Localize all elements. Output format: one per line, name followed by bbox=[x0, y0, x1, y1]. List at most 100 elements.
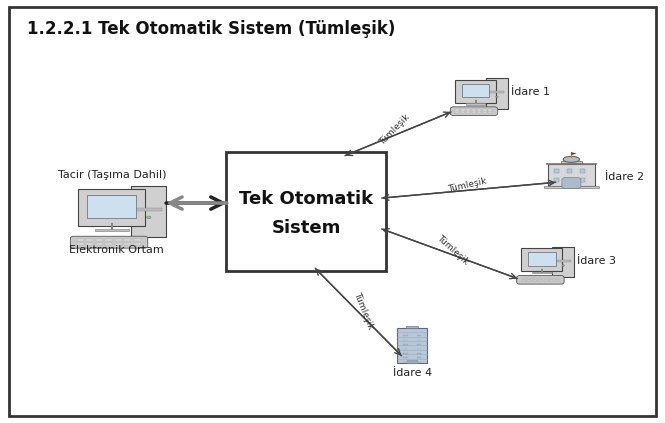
FancyBboxPatch shape bbox=[124, 242, 132, 245]
FancyBboxPatch shape bbox=[544, 280, 548, 281]
FancyBboxPatch shape bbox=[567, 179, 572, 182]
FancyBboxPatch shape bbox=[406, 326, 418, 328]
FancyBboxPatch shape bbox=[131, 186, 166, 237]
FancyBboxPatch shape bbox=[466, 111, 470, 113]
FancyBboxPatch shape bbox=[521, 280, 526, 281]
FancyBboxPatch shape bbox=[538, 280, 542, 281]
FancyBboxPatch shape bbox=[226, 152, 386, 271]
FancyBboxPatch shape bbox=[96, 242, 102, 245]
FancyBboxPatch shape bbox=[548, 164, 595, 186]
FancyBboxPatch shape bbox=[86, 242, 93, 245]
FancyBboxPatch shape bbox=[554, 179, 559, 182]
Circle shape bbox=[495, 96, 498, 98]
FancyBboxPatch shape bbox=[483, 110, 487, 111]
FancyBboxPatch shape bbox=[477, 110, 481, 111]
FancyBboxPatch shape bbox=[466, 110, 470, 111]
Text: Tümleşik: Tümleşik bbox=[352, 290, 374, 330]
FancyBboxPatch shape bbox=[538, 278, 542, 279]
FancyBboxPatch shape bbox=[404, 344, 408, 345]
Text: İdare 4: İdare 4 bbox=[392, 368, 432, 378]
Text: 1.2.2.1 Tek Otomatik Sistem (Tümleşik): 1.2.2.1 Tek Otomatik Sistem (Tümleşik) bbox=[27, 19, 396, 38]
FancyBboxPatch shape bbox=[527, 280, 531, 281]
FancyBboxPatch shape bbox=[581, 169, 585, 173]
FancyBboxPatch shape bbox=[567, 169, 572, 173]
FancyBboxPatch shape bbox=[549, 278, 553, 279]
FancyBboxPatch shape bbox=[533, 278, 537, 279]
FancyBboxPatch shape bbox=[404, 357, 408, 358]
Text: İdare 1: İdare 1 bbox=[511, 87, 550, 97]
FancyBboxPatch shape bbox=[532, 272, 552, 273]
FancyBboxPatch shape bbox=[471, 111, 476, 113]
FancyBboxPatch shape bbox=[553, 247, 574, 277]
FancyBboxPatch shape bbox=[554, 169, 559, 173]
FancyBboxPatch shape bbox=[407, 360, 418, 363]
FancyBboxPatch shape bbox=[562, 178, 581, 188]
FancyBboxPatch shape bbox=[521, 248, 563, 271]
FancyBboxPatch shape bbox=[455, 80, 496, 103]
FancyBboxPatch shape bbox=[76, 242, 84, 245]
FancyBboxPatch shape bbox=[416, 344, 421, 345]
FancyBboxPatch shape bbox=[456, 111, 460, 113]
FancyBboxPatch shape bbox=[78, 189, 146, 226]
FancyBboxPatch shape bbox=[105, 239, 112, 242]
FancyBboxPatch shape bbox=[544, 186, 598, 188]
FancyBboxPatch shape bbox=[521, 278, 526, 279]
Circle shape bbox=[562, 265, 565, 266]
FancyBboxPatch shape bbox=[528, 252, 556, 266]
FancyBboxPatch shape bbox=[461, 110, 465, 111]
FancyBboxPatch shape bbox=[404, 340, 408, 341]
FancyBboxPatch shape bbox=[404, 353, 408, 354]
FancyBboxPatch shape bbox=[124, 239, 132, 242]
FancyBboxPatch shape bbox=[134, 239, 141, 242]
FancyBboxPatch shape bbox=[404, 335, 408, 336]
FancyBboxPatch shape bbox=[416, 362, 421, 363]
FancyBboxPatch shape bbox=[555, 280, 559, 281]
FancyBboxPatch shape bbox=[9, 7, 656, 416]
FancyBboxPatch shape bbox=[96, 239, 102, 242]
FancyBboxPatch shape bbox=[456, 110, 460, 111]
FancyBboxPatch shape bbox=[517, 275, 564, 284]
FancyBboxPatch shape bbox=[105, 242, 112, 245]
FancyBboxPatch shape bbox=[86, 239, 93, 242]
FancyBboxPatch shape bbox=[416, 335, 421, 336]
Polygon shape bbox=[571, 152, 577, 155]
FancyBboxPatch shape bbox=[70, 236, 148, 248]
FancyBboxPatch shape bbox=[404, 362, 408, 363]
FancyBboxPatch shape bbox=[581, 179, 585, 182]
Text: Sistem: Sistem bbox=[271, 220, 340, 237]
FancyBboxPatch shape bbox=[486, 78, 507, 109]
FancyBboxPatch shape bbox=[556, 260, 571, 262]
Text: İdare 2: İdare 2 bbox=[605, 172, 644, 181]
FancyBboxPatch shape bbox=[465, 104, 485, 105]
FancyBboxPatch shape bbox=[134, 242, 141, 245]
FancyBboxPatch shape bbox=[488, 110, 492, 111]
FancyBboxPatch shape bbox=[527, 278, 531, 279]
FancyBboxPatch shape bbox=[489, 91, 505, 93]
Text: Tümleşik: Tümleşik bbox=[448, 176, 488, 194]
Ellipse shape bbox=[563, 157, 580, 162]
FancyBboxPatch shape bbox=[533, 280, 537, 281]
FancyBboxPatch shape bbox=[416, 353, 421, 354]
FancyBboxPatch shape bbox=[488, 111, 492, 113]
FancyBboxPatch shape bbox=[416, 357, 421, 358]
FancyBboxPatch shape bbox=[477, 111, 481, 113]
FancyBboxPatch shape bbox=[471, 110, 476, 111]
Text: Elektronik Ortam: Elektronik Ortam bbox=[69, 245, 164, 255]
Circle shape bbox=[146, 216, 151, 219]
FancyBboxPatch shape bbox=[450, 107, 497, 115]
Text: Tek Otomatik: Tek Otomatik bbox=[239, 190, 373, 208]
FancyBboxPatch shape bbox=[115, 242, 122, 245]
FancyBboxPatch shape bbox=[555, 278, 559, 279]
FancyBboxPatch shape bbox=[462, 84, 489, 97]
Text: Tümleşik: Tümleşik bbox=[378, 113, 412, 148]
Text: Tacir (Taşıma Dahil): Tacir (Taşıma Dahil) bbox=[59, 170, 167, 180]
Text: İdare 3: İdare 3 bbox=[577, 255, 616, 266]
Text: Tümleşik: Tümleşik bbox=[435, 233, 470, 266]
FancyBboxPatch shape bbox=[544, 278, 548, 279]
FancyBboxPatch shape bbox=[76, 239, 84, 242]
FancyBboxPatch shape bbox=[416, 340, 421, 341]
FancyBboxPatch shape bbox=[549, 280, 553, 281]
FancyBboxPatch shape bbox=[397, 328, 427, 363]
FancyBboxPatch shape bbox=[561, 161, 582, 162]
FancyBboxPatch shape bbox=[115, 239, 122, 242]
